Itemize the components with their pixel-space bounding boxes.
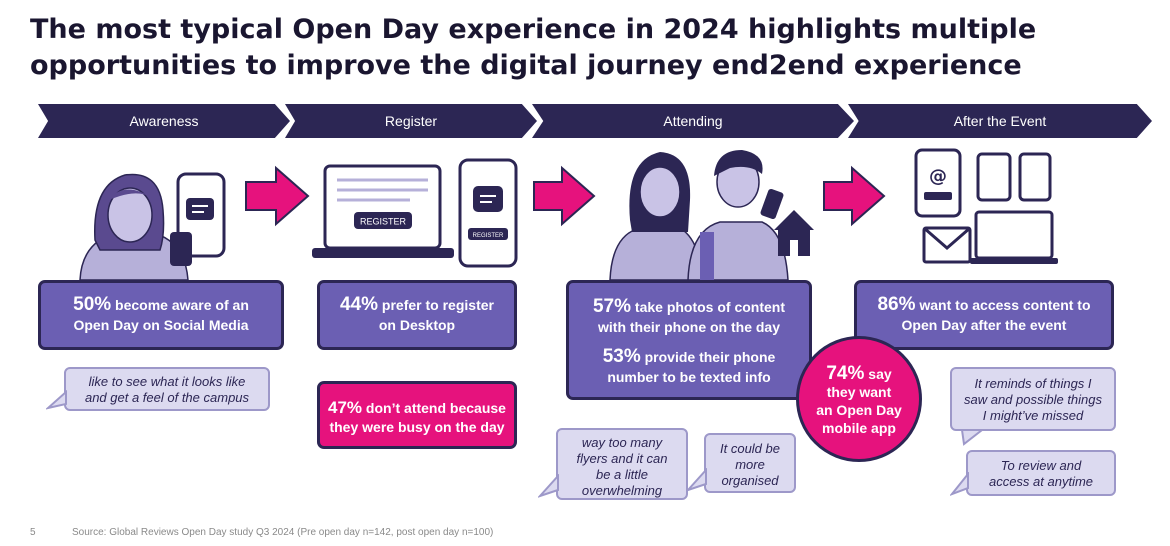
- stat-register-pct: 44%: [340, 294, 379, 315]
- stat-awareness: 50% become aware of an Open Day on Socia…: [38, 280, 284, 350]
- source-note: Source: Global Reviews Open Day study Q3…: [72, 527, 494, 538]
- quote-awareness: like to see what it looks like and get a…: [64, 367, 270, 411]
- page-title: The most typical Open Day experience in …: [30, 12, 1130, 84]
- quote-review-tail: [950, 472, 969, 496]
- stat-after-pct: 86%: [877, 294, 916, 315]
- stat-app-text-1: say: [864, 366, 892, 382]
- stage-after-event: After the Event: [848, 104, 1152, 138]
- arrow-2-icon: [533, 165, 596, 227]
- stat-photos-text-2: with their phone on the day: [598, 319, 780, 335]
- stat-register-text-2: on Desktop: [378, 317, 456, 333]
- stat-phone-pct: 53%: [602, 346, 641, 367]
- quote-reminds-tail: [960, 429, 985, 446]
- stage-register-label: Register: [384, 113, 438, 129]
- stage-attending: Attending: [532, 104, 854, 138]
- stat-busy-text-2: they were busy on the day: [329, 419, 505, 435]
- arrow-1-icon: [245, 165, 310, 227]
- stat-attending: 57% take photos of content with their ph…: [566, 280, 812, 400]
- stat-busy-pct: 47%: [328, 398, 363, 417]
- quote-review-1: To review and: [1000, 458, 1082, 473]
- quote-flyers-1: way too many: [581, 435, 663, 450]
- stage-awareness: Awareness: [38, 104, 290, 138]
- quote-flyers-3: be a little: [595, 467, 649, 482]
- quote-flyers-2: flyers and it can: [576, 451, 668, 466]
- illustrations: REGISTER REGISTER @: [79, 148, 1058, 281]
- laptop-register-label: REGISTER: [360, 217, 407, 227]
- students-illustration: [609, 150, 814, 281]
- stat-after-event: 86% want to access content to Open Day a…: [854, 280, 1114, 350]
- quote-organised-1: It could be: [720, 441, 780, 456]
- svg-text:@: @: [929, 166, 947, 187]
- title-line-2: opportunities to improve the digital jou…: [30, 50, 1022, 81]
- quote-awareness-1: like to see what it looks like: [88, 374, 246, 389]
- quote-organised-tail: [686, 468, 707, 492]
- stage-attending-label: Attending: [663, 113, 723, 129]
- stat-app-circle: 74% say they want an Open Day mobile app: [796, 336, 922, 462]
- quote-flyers-tail: [538, 474, 559, 498]
- phone-register-label: REGISTER: [473, 233, 504, 239]
- person-with-phone-illustration: [79, 172, 226, 281]
- stat-busy: 47% don’t attend because they were busy …: [317, 381, 517, 449]
- stat-photos-pct: 57%: [592, 296, 632, 317]
- phone-register-illustration: REGISTER: [458, 158, 518, 268]
- quote-awareness-2: and get a feel of the campus: [84, 390, 250, 405]
- stat-phone-text-2: number to be texted info: [607, 369, 771, 385]
- quote-flyers-4: overwhelming: [581, 483, 663, 498]
- quote-organised-3: organised: [721, 473, 779, 488]
- stat-app-text-4: mobile app: [822, 420, 896, 436]
- quote-review-2: access at anytime: [988, 474, 1094, 489]
- stage-awareness-label: Awareness: [129, 113, 199, 129]
- stat-register: 44% prefer to register on Desktop: [317, 280, 517, 350]
- quote-awareness-tail: [46, 390, 67, 410]
- quote-reminds: It reminds of things I saw and possible …: [950, 367, 1116, 431]
- stat-awareness-text-1: become aware of an: [111, 297, 249, 313]
- quote-review: To review and access at anytime: [966, 450, 1116, 496]
- quote-reminds-2: saw and possible things: [963, 392, 1103, 407]
- title-line-1: The most typical Open Day experience in …: [30, 14, 1037, 45]
- stat-register-text-1: prefer to register: [378, 297, 494, 313]
- stat-after-text-2: Open Day after the event: [901, 317, 1067, 333]
- quote-reminds-3: I might’ve missed: [982, 408, 1084, 423]
- stat-phone-text-1: provide their phone: [640, 349, 776, 365]
- laptop-illustration: REGISTER: [312, 164, 454, 258]
- quote-flyers: way too many flyers and it can be a litt…: [556, 428, 688, 500]
- stat-awareness-text-2: Open Day on Social Media: [73, 317, 249, 333]
- quote-reminds-1: It reminds of things I: [974, 376, 1092, 391]
- stat-app-text-3: an Open Day: [816, 402, 902, 418]
- quote-organised: It could be more organised: [704, 433, 796, 493]
- page-number: 5: [30, 527, 36, 538]
- stat-app-text-2: they want: [826, 384, 892, 400]
- stage-after-event-label: After the Event: [953, 113, 1047, 129]
- stat-photos-text-1: take photos of content: [631, 299, 786, 315]
- stat-after-text-1: want to access content to: [915, 297, 1091, 313]
- stat-busy-text-1: don’t attend because: [362, 400, 506, 416]
- quote-organised-2: more: [735, 457, 765, 472]
- stat-awareness-pct: 50%: [73, 294, 112, 315]
- arrow-3-icon: [823, 165, 886, 227]
- stat-app-pct: 74%: [826, 363, 865, 384]
- devices-illustration: @: [914, 148, 1058, 264]
- stage-register: Register: [285, 104, 537, 138]
